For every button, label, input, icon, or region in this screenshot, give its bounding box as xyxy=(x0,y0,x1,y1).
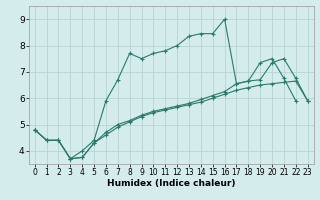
X-axis label: Humidex (Indice chaleur): Humidex (Indice chaleur) xyxy=(107,179,236,188)
